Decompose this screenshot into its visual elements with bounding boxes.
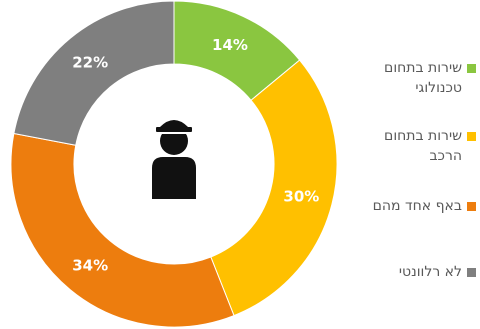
donut-slice — [210, 59, 338, 317]
slice-value-label: 14% — [212, 36, 248, 54]
legend-item: שירות בתחום הרכב — [384, 126, 476, 166]
slice-value-label: 30% — [283, 188, 319, 206]
legend: שירות בתחום טכנולוגי שירות בתחום הרכב בא… — [340, 0, 480, 329]
legend-label: שירות בתחום הרכב — [384, 128, 462, 164]
legend-item: לא רלוונטי — [399, 262, 476, 282]
legend-label: באף אחד מהם — [372, 198, 462, 214]
legend-swatch — [467, 132, 476, 141]
person-with-cap-icon — [152, 120, 196, 199]
legend-label: לא רלוונטי — [398, 264, 462, 280]
legend-item: באף אחד מהם — [373, 196, 476, 216]
legend-swatch — [467, 202, 476, 211]
legend-swatch — [467, 64, 476, 73]
legend-item: שירות בתחום טכנולוגי — [384, 58, 476, 98]
slice-value-label: 22% — [72, 54, 108, 72]
donut-slice — [13, 0, 175, 146]
slice-labels: 14% 30% 34% 22% — [72, 36, 319, 274]
donut-chart: 14% 30% 34% 22% — [10, 0, 338, 328]
slice-value-label: 34% — [72, 256, 108, 274]
legend-swatch — [467, 268, 476, 277]
donut-slices — [10, 0, 338, 328]
donut-slice — [10, 132, 235, 328]
legend-label: שירות בתחום טכנולוגי — [384, 60, 462, 96]
